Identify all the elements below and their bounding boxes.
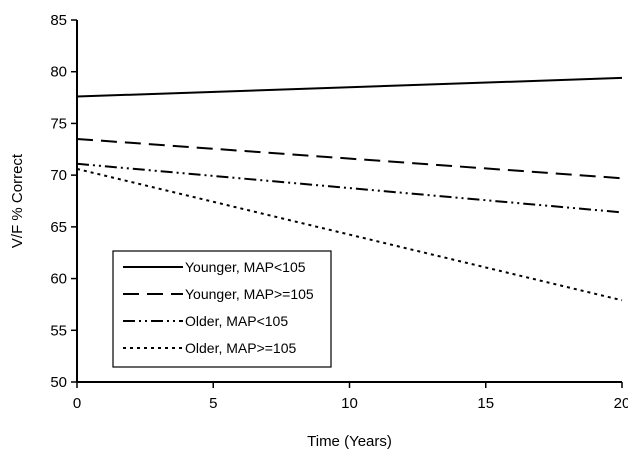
series-line-4 xyxy=(76,167,623,302)
series-line-1 xyxy=(76,76,623,98)
y-axis-title: V/F % Correct xyxy=(9,153,26,248)
x-tick-label: 10 xyxy=(341,395,358,412)
y-tick-label: 65 xyxy=(50,219,67,236)
legend-label-3: Older, MAP<105 xyxy=(185,313,288,329)
series-line-2 xyxy=(76,137,623,180)
series-line-3 xyxy=(76,162,623,214)
legend: Younger, MAP<105 Younger, MAP>=105 Older, … xyxy=(112,250,332,368)
y-tick-label: 60 xyxy=(50,271,67,288)
x-axis-title: Time (Years) xyxy=(307,433,392,450)
y-tick-label: 50 xyxy=(50,374,67,391)
series-lines xyxy=(76,76,623,302)
x-tick-label: 20 xyxy=(614,395,628,412)
y-tick-label: 85 xyxy=(50,12,67,29)
x-ticks: 0 5 10 15 20 xyxy=(73,382,628,412)
y-tick-label: 55 xyxy=(50,322,67,339)
x-tick-label: 0 xyxy=(73,395,81,412)
y-tick-label: 75 xyxy=(50,115,67,132)
y-ticks: 50 55 60 65 70 75 80 85 xyxy=(50,12,77,391)
y-tick-label: 80 xyxy=(50,64,67,81)
legend-box xyxy=(112,250,332,368)
x-tick-label: 5 xyxy=(209,395,217,412)
y-tick-label: 70 xyxy=(50,167,67,184)
x-tick-label: 15 xyxy=(477,395,494,412)
legend-label-4: Older, MAP>=105 xyxy=(185,340,297,356)
legend-label-2: Younger, MAP>=105 xyxy=(185,286,314,302)
legend-label-1: Younger, MAP<105 xyxy=(185,259,306,275)
